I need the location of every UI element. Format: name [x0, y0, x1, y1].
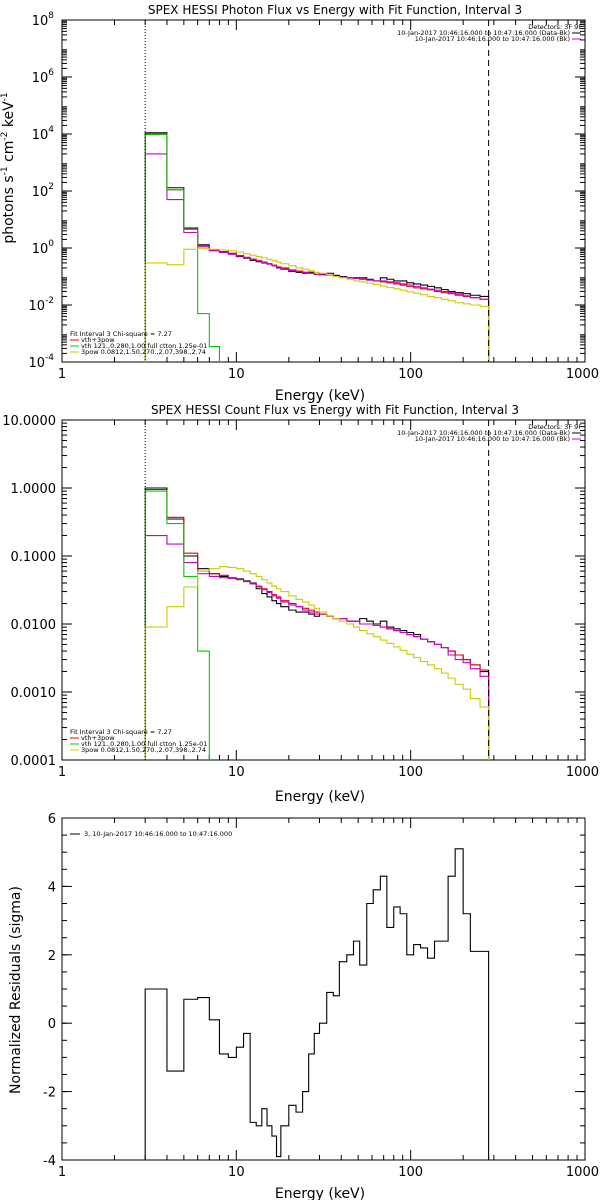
series-3-histogram	[144, 134, 220, 362]
plot-frame	[61, 19, 586, 363]
legend-bottom-entry: vth 121.,0.280,1.00 full ctton 1.25e-01	[81, 740, 207, 748]
x-tick-label: 100	[398, 765, 423, 780]
y-tick-label: 4	[48, 880, 56, 895]
y-tick-label: 6	[48, 812, 56, 827]
y-tick-label: 102	[32, 182, 54, 200]
legend-top-entry: Detectors: 3F 9F	[528, 23, 582, 31]
y-tick-label: 10-4	[28, 353, 54, 371]
legend-bottom-entry: 3pow 0.0812,1.50,270.,2.07,398.,2.74	[81, 348, 206, 356]
y-tick-base: 10	[32, 185, 49, 200]
legend-bottom-entry: Fit Interval 3 Chi-square = 7.27	[70, 330, 172, 338]
series-1-histogram	[144, 488, 490, 760]
y-tick-label: 2	[48, 949, 56, 964]
y-tick-exp: 2	[48, 182, 54, 192]
x-tick-label: 10	[228, 1165, 245, 1180]
residuals-panel: Energy (keV) Normalized Residuals (sigma…	[8, 812, 599, 1200]
y-tick-label: 0.0001	[11, 754, 57, 769]
y-tick-exp: -4	[45, 353, 54, 363]
x-tick-label: 100	[398, 1165, 423, 1180]
series-0-histogram	[144, 487, 490, 760]
legend-top-entry: 10-Jan-2017 10:46:16.000 to 10:47:16.000…	[415, 35, 570, 43]
x-tick-label: 1000	[566, 1165, 599, 1180]
legend-top-entry: 10-Jan-2017 10:46:16.000 to 10:47:16.000…	[415, 435, 570, 443]
y-tick-exp: -2	[45, 296, 54, 306]
plot-area	[144, 420, 490, 760]
residuals-ylabel: Normalized Residuals (sigma)	[8, 886, 24, 1094]
y-tick-label: -4	[43, 1154, 56, 1169]
y-tick-label: 0	[48, 1017, 56, 1032]
y-tick-exp: 4	[48, 125, 54, 135]
photon-flux-title: SPEX HESSI Photon Flux vs Energy with Fi…	[148, 3, 522, 17]
legend-top-entry: 3, 10-Jan-2017 10:46:16.000 to 10:47:16.…	[84, 830, 232, 838]
legend-top-entry: 10-Jan-2017 10:46:16.000 to 10:47:16.000…	[397, 429, 570, 437]
y-tick-label: 104	[32, 125, 55, 143]
y-tick-label: 0.1000	[11, 550, 57, 565]
series-4-histogram	[144, 565, 490, 760]
count-flux-title: SPEX HESSI Count Flux vs Energy with Fit…	[151, 403, 519, 417]
series-4-histogram	[144, 248, 490, 362]
legend-bottom-entry: 3pow 0.0812,1.50,270.,2.07,398.,2.74	[81, 746, 206, 754]
plot-frame	[61, 419, 586, 761]
plot-frame	[61, 817, 586, 1161]
x-tick-label: 1000	[566, 765, 599, 780]
legend-bottom-entry: vth+3pow	[81, 336, 115, 344]
y-tick-base: 10	[28, 356, 45, 371]
y-tick-base: 10	[32, 71, 49, 86]
y-tick-label: 10.0000	[2, 414, 56, 429]
x-tick-label: 1	[58, 367, 66, 382]
legend-top-entry: Detectors: 3F 9F	[528, 423, 582, 431]
legend-bottom-entry: Fit Interval 3 Chi-square = 7.27	[70, 728, 172, 736]
plot-area	[144, 20, 490, 362]
y-tick-exp: 0	[48, 239, 54, 249]
y-tick-base: 10	[28, 299, 45, 314]
y-tick-base: 10	[32, 128, 49, 143]
y-tick-label: -2	[43, 1086, 56, 1101]
plot-area	[144, 848, 490, 1160]
count-flux-panel: SPEX HESSI Count Flux vs Energy with Fit…	[2, 403, 599, 805]
y-tick-exp: 8	[48, 11, 54, 21]
count-flux-xlabel: Energy (keV)	[275, 789, 365, 805]
x-tick-label: 10	[228, 765, 245, 780]
y-tick-label: 1.0000	[11, 482, 57, 497]
y-tick-exp: 6	[48, 68, 54, 78]
x-tick-label: 100	[398, 367, 423, 382]
photon-flux-panel: SPEX HESSI Photon Flux vs Energy with Fi…	[0, 3, 599, 404]
y-tick-label: 0.0100	[11, 618, 57, 633]
y-tick-label: 108	[32, 11, 55, 29]
series-0-histogram	[144, 848, 490, 1160]
series-2-histogram	[144, 153, 490, 362]
legend-bottom-entry: vth+3pow	[81, 734, 115, 742]
y-tick-base: 10	[32, 14, 49, 29]
series-3-histogram	[144, 490, 210, 760]
y-tick-label: 100	[32, 239, 55, 257]
x-tick-label: 1	[58, 765, 66, 780]
y-tick-label: 10-2	[28, 296, 54, 314]
x-tick-label: 1	[58, 1165, 66, 1180]
series-2-histogram	[144, 534, 490, 760]
x-tick-label: 10	[228, 367, 245, 382]
legend-bottom-entry: vth 121.,0.280,1.00 full ctton 1.25e-01	[81, 342, 207, 350]
residuals-xlabel: Energy (keV)	[275, 1186, 365, 1200]
legend-top-entry: 10-Jan-2017 10:46:16.000 to 10:47:16.000…	[397, 29, 570, 37]
photon-flux-xlabel: Energy (keV)	[275, 388, 365, 404]
series-0-histogram	[144, 132, 490, 362]
y-tick-label: 106	[32, 68, 55, 86]
x-tick-label: 1000	[566, 367, 599, 382]
y-tick-base: 10	[32, 242, 49, 257]
photon-flux-ylabel: photons s-1 cm-2 keV-1	[0, 92, 17, 243]
y-tick-label: 0.0010	[11, 686, 57, 701]
